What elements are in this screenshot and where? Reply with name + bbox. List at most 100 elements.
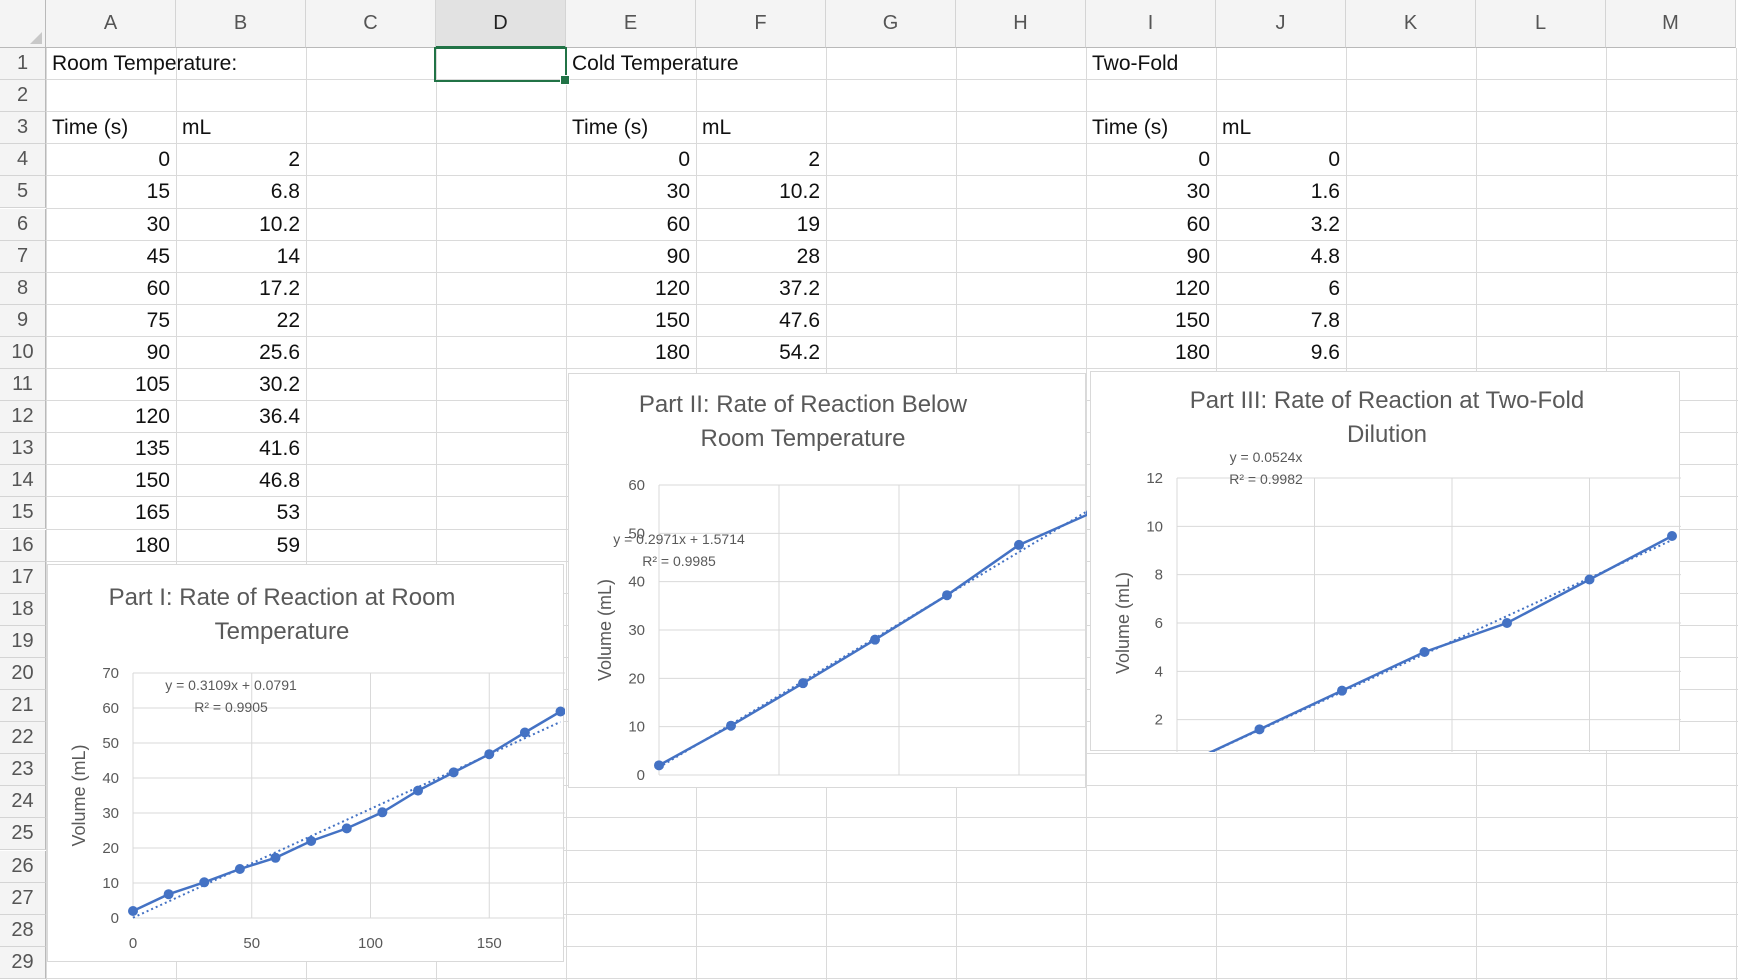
time-value-cell[interactable]: 0 <box>158 148 170 172</box>
ml-value-cell[interactable]: 1.6 <box>1310 180 1340 204</box>
ml-value-cell[interactable]: 30.2 <box>259 373 300 396</box>
row-header-8[interactable]: 8 <box>0 272 46 305</box>
column-header-a[interactable]: A <box>46 0 176 48</box>
row-header-17[interactable]: 17 <box>0 561 46 594</box>
ml-value-cell[interactable]: 2 <box>288 148 300 172</box>
column-header-e[interactable]: E <box>566 0 696 48</box>
table-title-cell[interactable]: Two-Fold <box>1092 52 1179 75</box>
ml-value-cell[interactable]: 59 <box>276 533 300 557</box>
time-value-cell[interactable]: 150 <box>654 308 690 332</box>
time-value-cell[interactable]: 90 <box>146 340 170 364</box>
time-value-cell[interactable]: 30 <box>1186 180 1210 204</box>
row-header-22[interactable]: 22 <box>0 722 46 755</box>
row-header-15[interactable]: 15 <box>0 497 46 530</box>
row-header-1[interactable]: 1 <box>0 48 46 81</box>
column-header-m[interactable]: M <box>1606 0 1736 48</box>
ml-value-cell[interactable]: 17.2 <box>259 276 300 300</box>
row-header-13[interactable]: 13 <box>0 433 46 466</box>
time-value-cell[interactable]: 120 <box>654 276 690 300</box>
ml-header-cell[interactable]: mL <box>182 116 212 140</box>
row-header-21[interactable]: 21 <box>0 690 46 723</box>
ml-value-cell[interactable]: 0 <box>1328 148 1340 172</box>
ml-value-cell[interactable]: 19 <box>796 212 820 236</box>
column-header-i[interactable]: I <box>1086 0 1216 48</box>
time-value-cell[interactable]: 120 <box>1174 276 1210 300</box>
column-header-g[interactable]: G <box>826 0 956 48</box>
row-header-10[interactable]: 10 <box>0 336 46 369</box>
ml-value-cell[interactable]: 37.2 <box>779 276 820 300</box>
ml-value-cell[interactable]: 6 <box>1328 276 1340 300</box>
select-all-corner[interactable] <box>0 0 46 48</box>
row-header-25[interactable]: 25 <box>0 818 46 851</box>
table-title-cell[interactable]: Room Temperature: <box>52 52 238 75</box>
time-header-cell[interactable]: Time (s) <box>52 116 129 140</box>
row-header-28[interactable]: 28 <box>0 914 46 947</box>
column-header-b[interactable]: B <box>176 0 306 48</box>
column-header-h[interactable]: H <box>956 0 1086 48</box>
row-header-14[interactable]: 14 <box>0 465 46 498</box>
ml-header-cell[interactable]: mL <box>702 116 732 140</box>
ml-value-cell[interactable]: 47.6 <box>779 308 820 332</box>
time-value-cell[interactable]: 105 <box>134 373 170 396</box>
ml-value-cell[interactable]: 46.8 <box>259 469 300 493</box>
time-value-cell[interactable]: 60 <box>1186 212 1210 236</box>
time-value-cell[interactable]: 30 <box>666 180 690 204</box>
row-header-26[interactable]: 26 <box>0 850 46 883</box>
column-header-c[interactable]: C <box>306 0 436 48</box>
column-header-l[interactable]: L <box>1476 0 1606 48</box>
time-value-cell[interactable]: 180 <box>654 340 690 364</box>
ml-value-cell[interactable]: 53 <box>276 501 300 525</box>
ml-header-cell[interactable]: mL <box>1222 116 1252 140</box>
time-value-cell[interactable]: 75 <box>146 308 170 332</box>
time-header-cell[interactable]: Time (s) <box>1092 116 1169 140</box>
row-header-18[interactable]: 18 <box>0 593 46 626</box>
ml-value-cell[interactable]: 7.8 <box>1310 308 1340 332</box>
time-value-cell[interactable]: 0 <box>678 148 690 172</box>
time-value-cell[interactable]: 90 <box>1186 244 1210 268</box>
time-value-cell[interactable]: 60 <box>146 276 170 300</box>
time-value-cell[interactable]: 165 <box>134 501 170 525</box>
time-value-cell[interactable]: 135 <box>134 437 170 461</box>
row-header-2[interactable]: 2 <box>0 80 46 113</box>
row-header-29[interactable]: 29 <box>0 946 46 979</box>
row-header-6[interactable]: 6 <box>0 208 46 241</box>
time-value-cell[interactable]: 15 <box>146 180 170 204</box>
column-header-f[interactable]: F <box>696 0 826 48</box>
ml-value-cell[interactable]: 6.8 <box>270 180 300 204</box>
ml-value-cell[interactable]: 3.2 <box>1310 212 1340 236</box>
row-header-4[interactable]: 4 <box>0 144 46 177</box>
time-value-cell[interactable]: 180 <box>134 533 170 557</box>
ml-value-cell[interactable]: 10.2 <box>259 212 300 236</box>
row-header-3[interactable]: 3 <box>0 112 46 145</box>
ml-value-cell[interactable]: 22 <box>276 308 300 332</box>
time-header-cell[interactable]: Time (s) <box>572 116 649 140</box>
time-value-cell[interactable]: 60 <box>666 212 690 236</box>
row-header-9[interactable]: 9 <box>0 304 46 337</box>
row-header-5[interactable]: 5 <box>0 176 46 209</box>
row-header-7[interactable]: 7 <box>0 240 46 273</box>
table-title-cell[interactable]: Cold Temperature <box>572 52 739 75</box>
ml-value-cell[interactable]: 36.4 <box>259 405 300 429</box>
active-cell-d1[interactable] <box>434 47 570 85</box>
ml-value-cell[interactable]: 41.6 <box>259 437 300 461</box>
time-value-cell[interactable]: 150 <box>1174 308 1210 332</box>
chart-part1[interactable]: Part I: Rate of Reaction at Room Temperat… <box>47 564 565 963</box>
column-header-j[interactable]: J <box>1216 0 1346 48</box>
column-header-k[interactable]: K <box>1346 0 1476 48</box>
ml-value-cell[interactable]: 10.2 <box>779 180 820 204</box>
ml-value-cell[interactable]: 9.6 <box>1310 340 1340 364</box>
ml-value-cell[interactable]: 14 <box>276 244 300 268</box>
ml-value-cell[interactable]: 28 <box>796 244 820 268</box>
row-header-24[interactable]: 24 <box>0 786 46 819</box>
time-value-cell[interactable]: 120 <box>134 405 170 429</box>
ml-value-cell[interactable]: 2 <box>808 148 820 172</box>
time-value-cell[interactable]: 45 <box>146 244 170 268</box>
ml-value-cell[interactable]: 25.6 <box>259 340 300 364</box>
row-header-19[interactable]: 19 <box>0 625 46 658</box>
row-header-27[interactable]: 27 <box>0 882 46 915</box>
row-header-20[interactable]: 20 <box>0 657 46 690</box>
chart-part2[interactable]: Part II: Rate of Reaction Below Room Temp… <box>568 373 1087 788</box>
row-header-23[interactable]: 23 <box>0 754 46 787</box>
time-value-cell[interactable]: 0 <box>1198 148 1210 172</box>
